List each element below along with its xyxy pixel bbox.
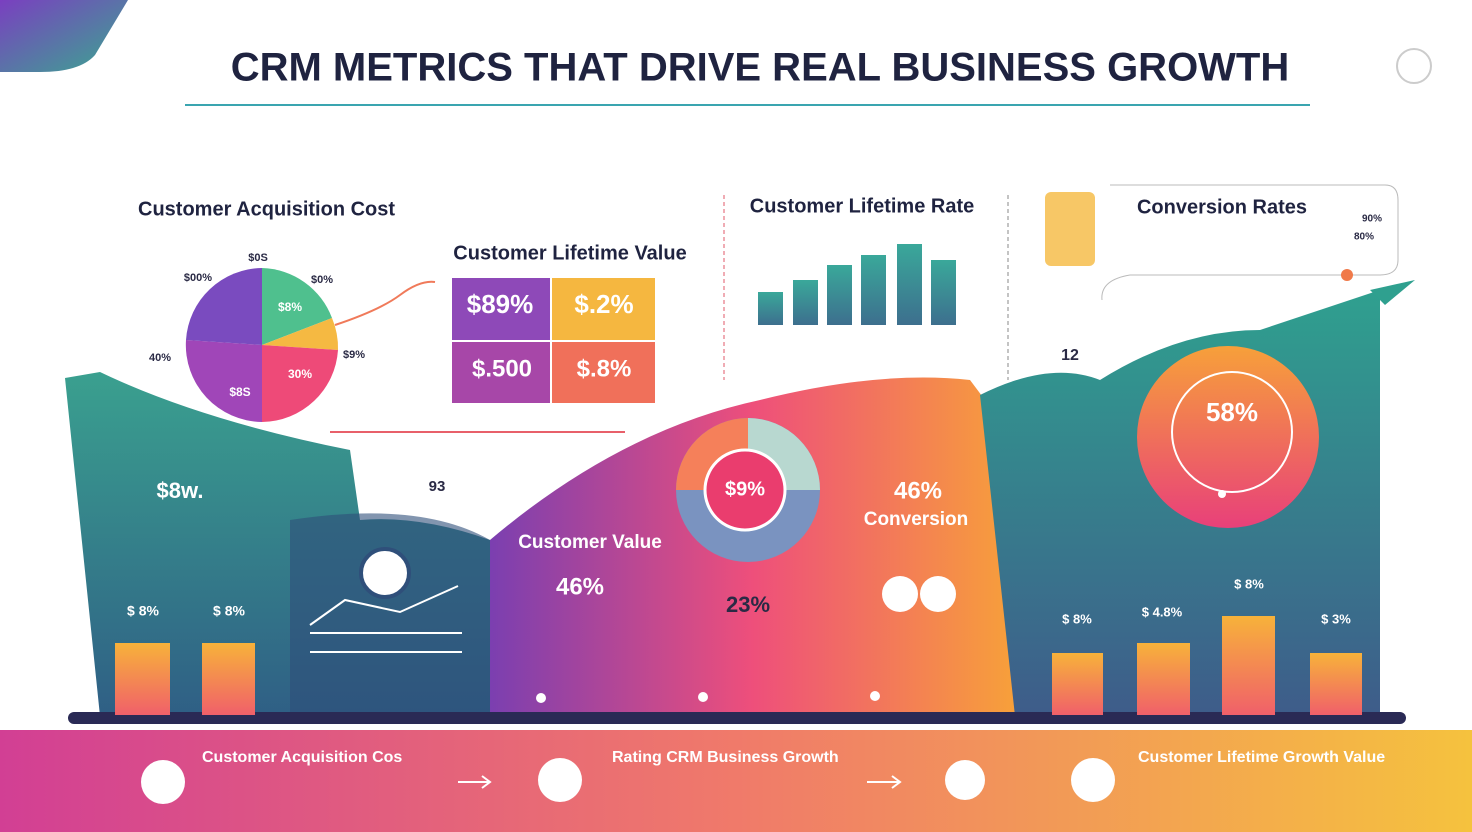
pie-slice — [186, 268, 262, 345]
pie-slice — [262, 268, 332, 345]
mid-label: 93 — [429, 478, 446, 495]
footer-icon — [1071, 758, 1115, 802]
bar-label: $ 8% — [1234, 576, 1264, 591]
panel-title: Conversion Rates — [1137, 196, 1307, 218]
deco-circle — [1396, 48, 1432, 84]
tile-value: $.500 — [472, 355, 532, 382]
title: CRM METRICS THAT DRIVE REAL BUSINESS GRO… — [231, 46, 1290, 90]
circle-value: 58% — [1206, 397, 1258, 427]
donut-slice — [748, 418, 820, 490]
icon-card — [1045, 192, 1095, 266]
headline: $8w. — [157, 478, 204, 503]
footer-title: Customer Acquisition Cos — [202, 749, 402, 766]
callout — [1101, 184, 1399, 301]
bar — [1137, 643, 1190, 715]
tile — [452, 342, 550, 403]
footer-icon — [945, 760, 985, 800]
donut-value: $9% — [725, 478, 765, 500]
donut-center — [703, 448, 787, 532]
bar — [202, 643, 255, 715]
tile — [552, 342, 655, 403]
footer-band — [0, 730, 1472, 832]
footer-icon — [538, 758, 582, 802]
footer-title: Rating CRM Business Growth — [612, 749, 839, 766]
big-value: 46% — [894, 477, 942, 504]
donut-slice — [676, 418, 748, 490]
bar-label: $ 8% — [127, 603, 159, 619]
pie-slice — [262, 318, 339, 350]
side-value: 12 — [1061, 347, 1079, 364]
bar-label: $ 3% — [1321, 611, 1351, 626]
panel-title: Customer Value — [518, 532, 662, 553]
pie-label: $00% — [184, 272, 212, 284]
dot — [536, 693, 546, 703]
tile — [452, 278, 550, 340]
pie-slice — [262, 345, 338, 422]
big-circle — [1137, 346, 1319, 528]
icon — [920, 576, 956, 612]
dot — [698, 692, 708, 702]
connector — [334, 280, 436, 326]
pie-slice — [185, 340, 262, 422]
shade — [290, 513, 490, 716]
pie-label: $8S — [229, 385, 250, 399]
tile — [552, 278, 655, 340]
arrow — [458, 775, 492, 789]
bar — [115, 643, 170, 715]
trend-line — [309, 585, 459, 626]
logo-corner — [0, 0, 128, 72]
big-value: 23% — [726, 592, 770, 617]
big-value: 46% — [556, 573, 604, 600]
pie-label: 30% — [288, 367, 312, 381]
baseline — [68, 712, 1406, 724]
bar — [1222, 616, 1275, 715]
pie-label: $8% — [278, 300, 302, 314]
pie-label: $0S — [248, 252, 268, 264]
panel-title: Customer Lifetime Rate — [750, 195, 975, 217]
dot — [1341, 269, 1353, 281]
pie-label: $9% — [343, 349, 365, 361]
pie-label: $0% — [311, 274, 333, 286]
dot — [1218, 490, 1226, 498]
bar — [1310, 653, 1362, 715]
icon — [882, 576, 918, 612]
bar-label: $ 8% — [1062, 611, 1092, 626]
tile-value: $.2% — [574, 289, 633, 319]
tile-value: $.8% — [577, 355, 632, 382]
bar-label: $ 4.8% — [1142, 604, 1183, 619]
arrow — [867, 775, 902, 789]
footer-icon — [141, 760, 185, 804]
arrow-head — [1370, 280, 1415, 305]
pie-label: 40% — [149, 352, 171, 364]
panel-title: Customer Acquisition Cost — [138, 198, 395, 220]
icon — [359, 547, 411, 599]
small-label: 80% — [1354, 232, 1374, 243]
small-label: 90% — [1362, 214, 1382, 225]
bar — [1052, 653, 1103, 715]
ring — [1171, 371, 1293, 493]
panel-title: Conversion — [864, 509, 969, 530]
tile-value: $89% — [467, 289, 534, 319]
mini-bars — [758, 244, 956, 325]
footer-title: Customer Lifetime Growth Value — [1138, 749, 1385, 766]
bar-label: $ 8% — [213, 603, 245, 619]
dot — [870, 691, 880, 701]
panel-title: Customer Lifetime Value — [453, 242, 686, 264]
